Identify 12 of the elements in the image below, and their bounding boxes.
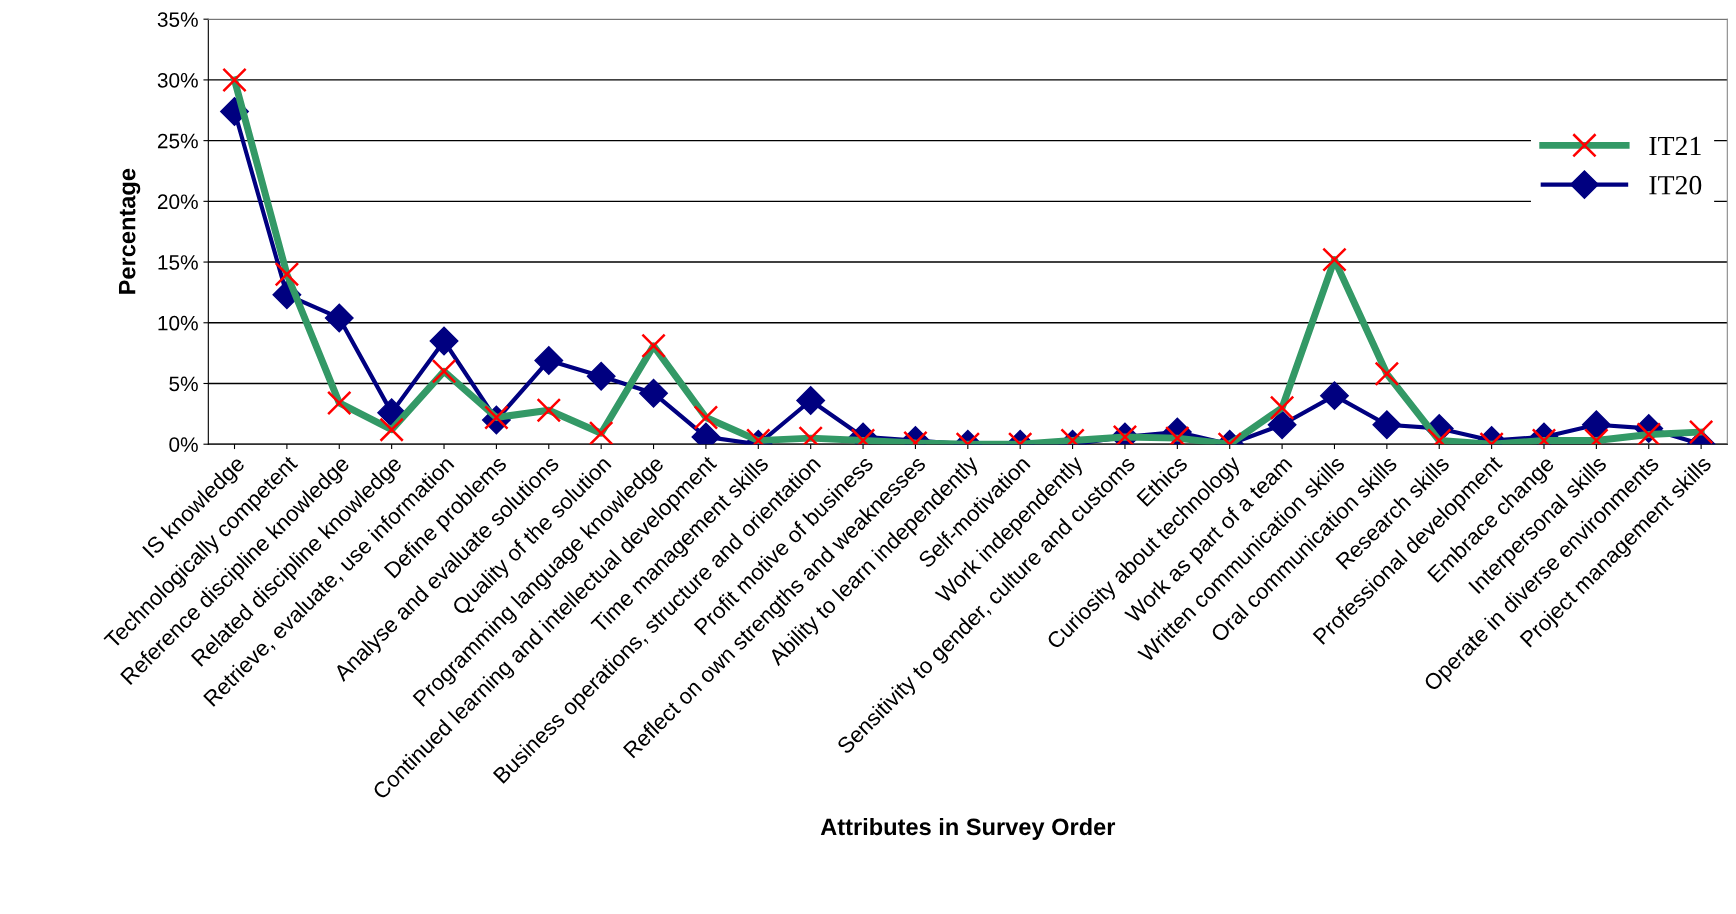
y-tick-label: 35% xyxy=(157,12,198,27)
legend-label: IT20 xyxy=(1649,175,1702,195)
legend-label: IT21 xyxy=(1649,136,1701,156)
y-tick-label: 25% xyxy=(157,133,198,149)
x-axis-title: Attributes in Survey Order xyxy=(820,817,1116,840)
y-tick-label: 15% xyxy=(158,255,198,270)
y-tick-label: 20% xyxy=(157,194,198,210)
y-axis-title: Percentage xyxy=(118,168,141,294)
y-tick-label: 5% xyxy=(169,376,198,392)
y-tick-label: 30% xyxy=(157,72,198,88)
y-tick-label: 10% xyxy=(158,315,198,331)
y-tick-label: 0% xyxy=(169,437,198,452)
